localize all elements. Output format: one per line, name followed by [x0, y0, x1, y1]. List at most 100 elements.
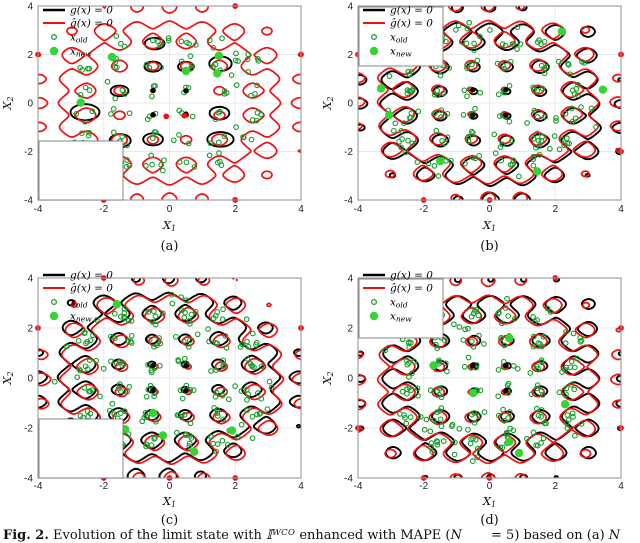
y-tick-label: 4	[347, 274, 353, 285]
x-old-point	[248, 136, 255, 143]
x-old-point	[442, 360, 449, 367]
x-old-point	[551, 133, 558, 139]
x-old-point	[210, 440, 217, 447]
x-old-point	[386, 73, 393, 79]
x-old-point	[258, 363, 265, 370]
x-old-point	[157, 340, 164, 347]
x-old-point	[121, 315, 128, 322]
x-old-point	[77, 413, 84, 419]
x-tick-label: 4	[618, 481, 624, 492]
x-old-point	[495, 91, 502, 98]
x-old-point	[436, 391, 443, 398]
x-old-point	[453, 27, 459, 33]
x-old-point	[245, 69, 252, 75]
x-old-point	[239, 341, 246, 348]
x-old-point	[183, 159, 190, 166]
figure-caption: Fig. 2. Evolution of the limit state wit…	[3, 528, 640, 543]
red-dot	[163, 113, 170, 120]
x-old-point	[474, 454, 481, 461]
x-old-point	[232, 57, 239, 64]
x-old-point	[74, 374, 81, 381]
x-tick-label: 2	[232, 481, 238, 492]
x-old-point	[152, 313, 159, 320]
x-old-point	[398, 128, 405, 134]
x-old-point	[184, 39, 190, 46]
x-new-point	[505, 437, 514, 446]
x-old-point	[89, 108, 96, 115]
x-new-point	[560, 400, 570, 409]
x-old-point	[147, 382, 154, 389]
x-old-point	[425, 160, 432, 167]
x-old-point	[477, 33, 483, 40]
x-tick-label: -2	[99, 481, 108, 492]
x-old-point	[524, 120, 530, 126]
x-old-point	[234, 433, 241, 440]
x-old-point	[427, 428, 434, 435]
black-dot	[503, 87, 509, 93]
x-new-points	[76, 51, 224, 107]
y-tick-label: -2	[24, 424, 33, 435]
x-old-point	[215, 139, 222, 146]
y-tick-label: 2	[27, 50, 33, 61]
x-old-point	[476, 332, 482, 339]
x-old-point	[143, 413, 150, 420]
x-old-point	[465, 325, 471, 332]
x-old-point	[472, 155, 479, 162]
x-old-point	[569, 118, 576, 125]
x-old-point	[530, 429, 537, 436]
x-old-point	[442, 337, 448, 344]
x-old-point	[530, 314, 536, 320]
black-dots	[150, 87, 189, 118]
x-old-point	[208, 433, 214, 440]
x-old-point	[498, 320, 505, 327]
x-old-point	[206, 152, 213, 159]
legend-sample-x-new-marker	[49, 46, 59, 56]
x-old-point	[464, 65, 470, 71]
x-old-point	[404, 386, 410, 392]
x-old-point	[434, 441, 441, 448]
x-old-point	[82, 84, 89, 91]
x-old-point	[123, 164, 130, 170]
x-old-point	[534, 382, 541, 388]
x-old-point	[128, 338, 134, 345]
x-old-point	[470, 130, 476, 136]
x-old-point	[539, 391, 546, 398]
x-old-point	[128, 332, 135, 339]
x-tick-labels: -4 -2 0 2 4	[34, 204, 305, 215]
x-old-point	[205, 326, 211, 332]
x-tick-label: -2	[419, 481, 428, 492]
x-old-point	[461, 363, 468, 370]
x-old-point	[439, 137, 445, 144]
x-old-point	[572, 432, 578, 439]
x-old-point	[181, 314, 188, 321]
x-old-point	[188, 311, 195, 318]
x-old-point	[125, 317, 132, 324]
x-old-point	[507, 58, 514, 65]
black-dot	[470, 87, 476, 93]
x-old-point	[208, 368, 214, 374]
y-tick-label: -2	[344, 424, 353, 435]
x-old-point	[254, 55, 261, 62]
x-old-point	[90, 332, 96, 339]
y-tick-label: 0	[347, 99, 353, 110]
x-old-point	[84, 65, 91, 72]
x-old-point	[173, 429, 180, 436]
x-old-point	[433, 127, 440, 134]
panel-label: (d)	[480, 513, 498, 528]
black-dot	[150, 112, 156, 118]
x-old-point	[541, 38, 548, 45]
black-dot	[503, 387, 509, 394]
y-tick-labels: -4 -2 0 2 4	[24, 274, 33, 485]
x-old-point	[125, 431, 132, 437]
legend-background	[38, 140, 124, 201]
x-old-point	[151, 393, 157, 400]
x-old-point	[392, 120, 399, 127]
x-old-point	[556, 146, 563, 153]
y-tick-labels: -4 -2 0 2 4	[24, 2, 33, 207]
x-old-point	[532, 318, 538, 325]
x-old-point	[219, 316, 226, 323]
x-old-point	[219, 35, 225, 42]
subplot-b: -4 -2 0 2 4 -4 -2 0 2 4 X1 X2 (b) g(x) = 0ĝ(x) = 0 xol…	[320, 0, 640, 265]
x-old-point	[417, 413, 424, 420]
